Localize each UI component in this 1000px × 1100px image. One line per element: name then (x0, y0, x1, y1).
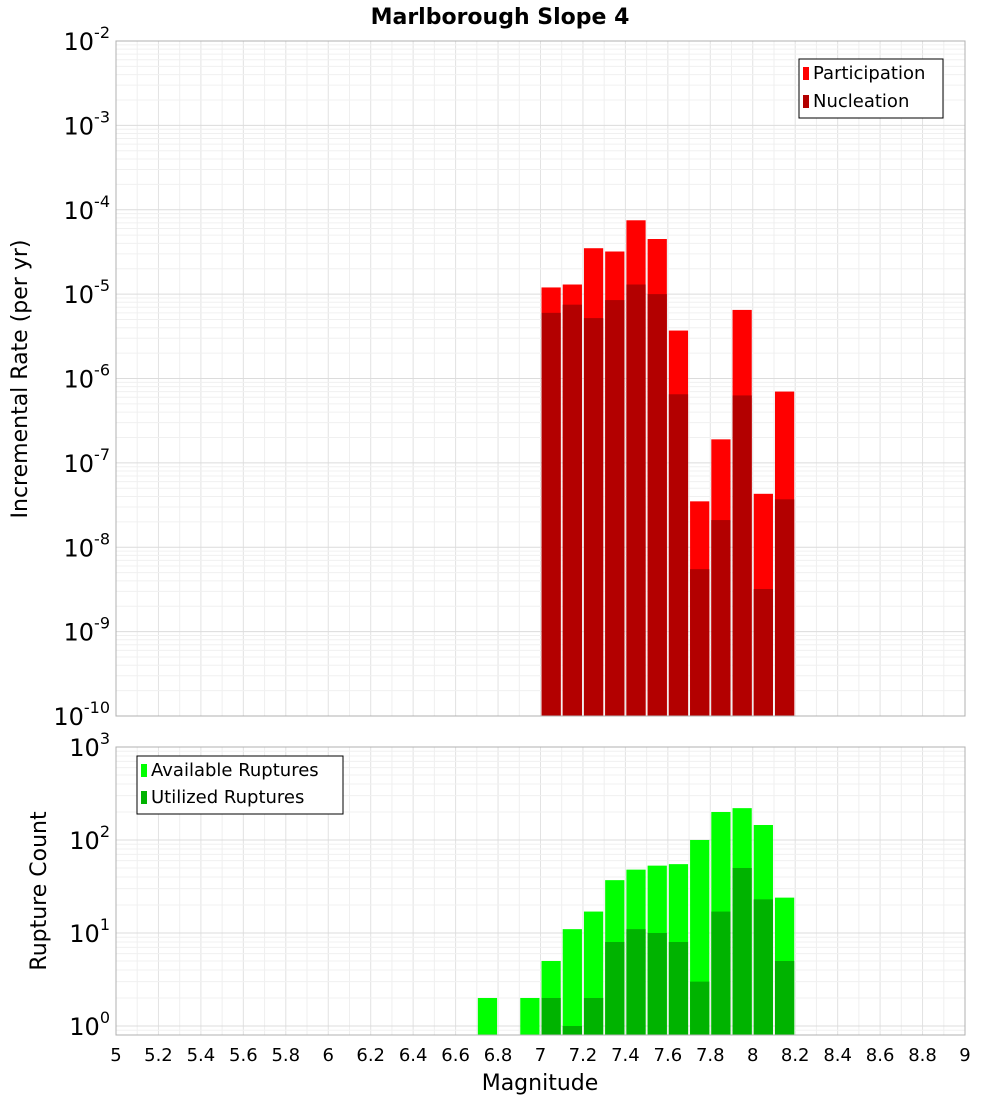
chart-title: Marlborough Slope 4 (371, 5, 630, 30)
nucleation-bar (711, 520, 731, 716)
utilized-ruptures-bar (668, 942, 689, 1035)
utilized-ruptures-bar (774, 960, 795, 1035)
count-grid (115, 746, 966, 1036)
rate-y-tick-label: 10-3 (64, 107, 111, 140)
x-tick-label: 9 (959, 1045, 970, 1066)
x-tick-label: 6.4 (399, 1045, 428, 1066)
nucleation-bar (583, 318, 604, 716)
available-ruptures-bar (477, 997, 498, 1035)
count-legend: Available Ruptures Utilized Ruptures (136, 755, 344, 815)
participation-legend-label: Participation (813, 63, 925, 84)
rate-y-axis-label: Incremental Rate (per yr) (8, 240, 33, 519)
nucleation-bar (690, 569, 710, 716)
utilized-ruptures-bar (711, 911, 731, 1035)
x-axis-ticks: 5 5.2 5.4 5.6 5.8 6 6.2 6.4 6.6 6.8 7 7.2 7.4 7.6 7.8 8… (110, 1045, 970, 1066)
utilized-ruptures-bar (541, 997, 561, 1035)
x-tick-label: 5.4 (187, 1045, 216, 1066)
utilized-legend-swatch (141, 791, 147, 804)
x-tick-label: 7.2 (569, 1045, 598, 1066)
count-y-tick-label: 101 (69, 915, 110, 948)
rate-y-tick-label: 10-6 (64, 361, 111, 394)
available-legend-swatch (141, 764, 147, 777)
rate-y-tick-label: 10-5 (64, 276, 111, 309)
participation-legend-swatch (803, 67, 809, 80)
rate-y-tick-label: 10-10 (53, 698, 110, 731)
count-y-tick-label: 102 (69, 822, 110, 855)
rate-plot-border (115, 40, 966, 717)
x-tick-label: 5 (110, 1045, 121, 1066)
nucleation-bar (626, 284, 646, 716)
count-y-ticks: 100 101 102 103 (69, 729, 110, 1041)
utilized-ruptures-bar (605, 942, 625, 1035)
x-tick-label: 7 (535, 1045, 546, 1066)
x-tick-label: 6.2 (356, 1045, 385, 1066)
nucleation-bar (562, 304, 582, 716)
x-tick-label: 8.8 (908, 1045, 937, 1066)
count-y-tick-label: 103 (69, 729, 110, 762)
rate-y-tick-label: 10-7 (64, 445, 111, 478)
nucleation-bar (753, 589, 773, 716)
x-axis-label: Magnitude (482, 1071, 599, 1096)
x-tick-label: 8.2 (781, 1045, 810, 1066)
count-bars (477, 808, 795, 1035)
utilized-legend-label: Utilized Ruptures (151, 787, 304, 808)
rate-y-tick-label: 10-9 (64, 614, 111, 647)
rate-panel: 10-10 10-9 10-8 10-7 10-6 10-5 10-4 10-3 10-2 In… (8, 23, 966, 731)
x-tick-label: 5.2 (144, 1045, 173, 1066)
x-tick-label: 6 (323, 1045, 334, 1066)
nucleation-bar (647, 294, 667, 716)
utilized-ruptures-bar (647, 932, 667, 1035)
count-plot-border (115, 746, 966, 1036)
nucleation-bar (541, 312, 561, 716)
x-tick-label: 7.4 (611, 1045, 640, 1066)
rate-legend: Participation Nucleation (798, 58, 944, 119)
utilized-ruptures-bar (583, 997, 604, 1035)
x-tick-label: 8 (747, 1045, 758, 1066)
nucleation-bar (668, 394, 689, 716)
count-panel: 100 101 102 103 Rupture Count Available Rup… (27, 729, 966, 1041)
x-tick-label: 6.8 (484, 1045, 513, 1066)
rate-y-tick-label: 10-4 (64, 192, 111, 225)
rate-bars (541, 220, 795, 717)
rate-y-ticks: 10-10 10-9 10-8 10-7 10-6 10-5 10-4 10-3 10-2 (53, 23, 110, 731)
available-ruptures-bar (520, 997, 540, 1035)
x-tick-label: 7.8 (696, 1045, 725, 1066)
utilized-ruptures-bar (732, 867, 752, 1035)
count-y-axis-label: Rupture Count (27, 811, 52, 971)
rate-y-tick-label: 10-8 (64, 529, 111, 562)
rate-y-tick-label: 10-2 (64, 23, 111, 56)
nucleation-legend-label: Nucleation (813, 91, 909, 112)
nucleation-bar (605, 300, 625, 716)
nucleation-bar (774, 499, 795, 716)
x-tick-label: 5.6 (229, 1045, 258, 1066)
rate-legend-box (798, 58, 944, 119)
utilized-ruptures-bar (690, 981, 710, 1035)
count-y-tick-label: 100 (69, 1008, 110, 1041)
available-legend-label: Available Ruptures (151, 760, 319, 781)
utilized-ruptures-bar (626, 929, 646, 1035)
nucleation-legend-swatch (803, 95, 809, 108)
x-tick-label: 8.4 (823, 1045, 852, 1066)
x-tick-label: 5.8 (271, 1045, 300, 1066)
count-legend-box (136, 755, 344, 815)
x-tick-label: 6.6 (441, 1045, 470, 1066)
utilized-ruptures-bar (753, 899, 773, 1035)
x-tick-label: 8.6 (866, 1045, 895, 1066)
rate-grid (115, 40, 966, 717)
available-ruptures-bar (562, 929, 582, 1035)
utilized-ruptures-bar (562, 1025, 582, 1035)
nucleation-bar (732, 395, 752, 716)
x-tick-label: 7.6 (654, 1045, 683, 1066)
